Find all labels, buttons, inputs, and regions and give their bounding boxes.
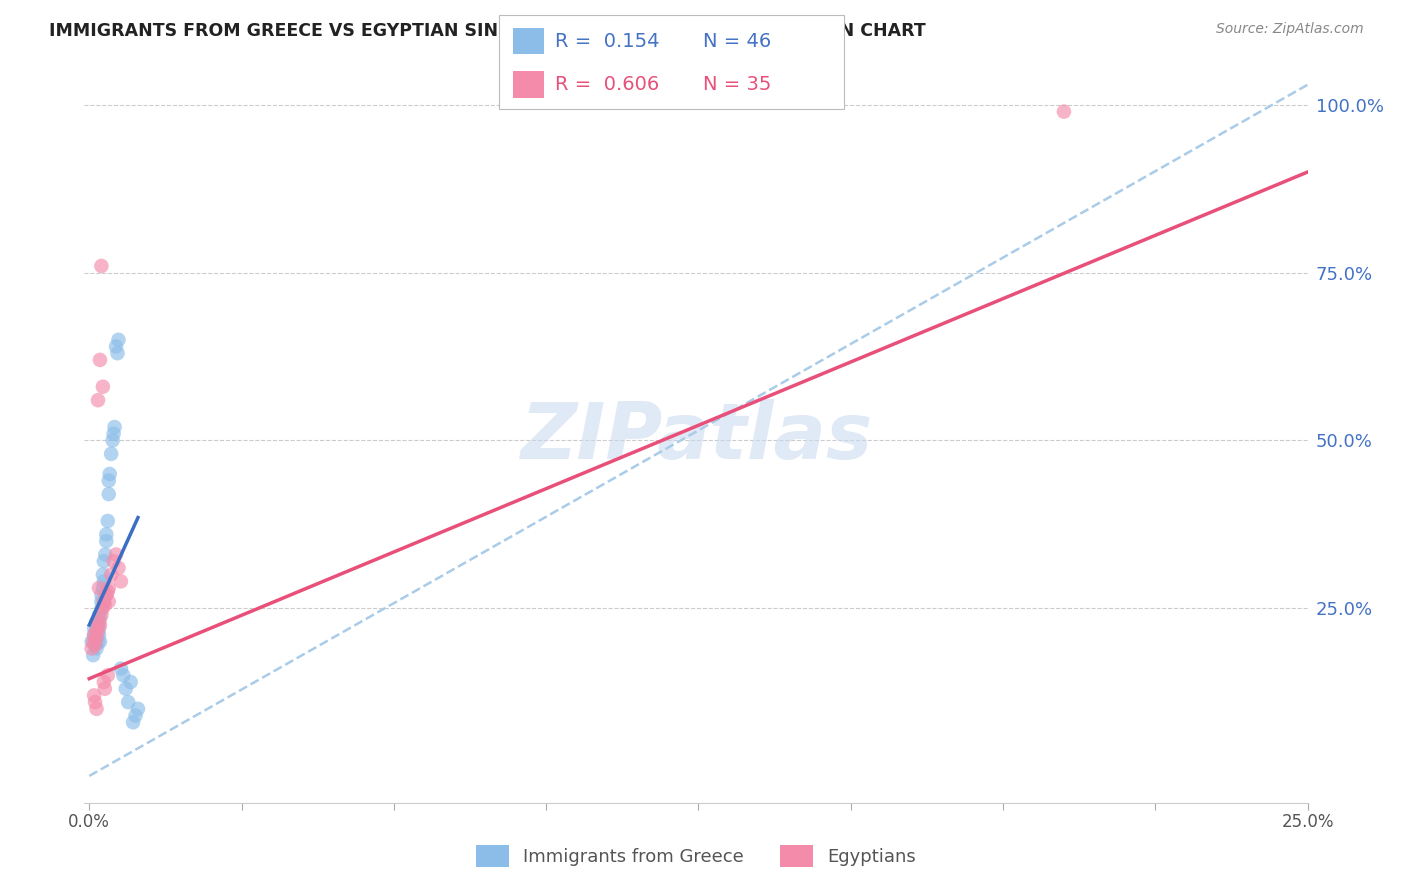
Text: R =  0.606: R = 0.606 [555,75,659,95]
Point [93,594,115,608]
Point [86,632,108,646]
Point [91,567,114,582]
Point [91,380,114,394]
Point [82,648,104,662]
Point [107,346,129,360]
Point [110,662,132,676]
Point [97,487,120,501]
Point [84,695,107,709]
Point [90,588,112,602]
Point [83,621,105,635]
Point [90,259,112,273]
Point [91,601,114,615]
Point [117,695,139,709]
Point [89,618,111,632]
Point [80,634,103,648]
Point [86,641,108,656]
Point [82,634,104,648]
Point [87,581,110,595]
Point [86,624,108,639]
Point [127,702,149,716]
Point [87,621,110,635]
Point [87,634,110,648]
Point [97,514,120,528]
Point [87,607,110,622]
Point [93,675,115,690]
Point [83,689,105,703]
Point [112,668,135,682]
Point [89,611,111,625]
Point [97,584,120,599]
Point [122,715,145,730]
Text: N = 35: N = 35 [703,75,772,95]
Point [93,574,115,589]
Point [80,641,103,656]
Point [83,628,105,642]
Point [90,607,112,622]
Point [100,567,122,582]
Point [87,618,110,632]
Point [114,681,136,696]
Point [98,467,121,481]
Point [124,708,146,723]
Point [97,581,120,595]
Text: ZIPatlas: ZIPatlas [520,399,872,475]
Point [97,594,120,608]
Point [94,681,117,696]
Point [96,527,118,541]
Point [89,634,111,648]
Point [103,426,125,441]
Text: Source: ZipAtlas.com: Source: ZipAtlas.com [1216,22,1364,37]
Text: IMMIGRANTS FROM GREECE VS EGYPTIAN SINGLE FATHER POVERTY CORRELATION CHART: IMMIGRANTS FROM GREECE VS EGYPTIAN SINGL… [49,22,927,40]
Point [97,668,120,682]
Point [87,615,110,629]
Point [103,554,125,568]
Point [100,447,122,461]
Point [94,598,117,612]
Point [120,675,142,690]
Point [94,548,117,562]
Point [86,615,108,629]
Point [96,588,118,602]
Point [107,333,129,347]
Point [87,393,110,408]
Point [105,548,128,562]
Text: 0.0%: 0.0% [69,813,110,830]
Point [1053,104,1076,119]
Point [107,561,129,575]
Point [84,638,107,652]
Text: N = 46: N = 46 [703,31,772,51]
Legend: Immigrants from Greece, Egyptians: Immigrants from Greece, Egyptians [470,838,922,874]
Point [86,621,108,635]
Text: R =  0.154: R = 0.154 [555,31,659,51]
Point [86,702,108,716]
Point [90,594,112,608]
Point [110,574,132,589]
Point [83,628,105,642]
Point [89,352,111,367]
Text: 25.0%: 25.0% [1281,813,1334,830]
Point [93,554,115,568]
Point [96,534,118,549]
Point [96,588,118,602]
Point [84,638,107,652]
Point [103,420,125,434]
Point [105,339,128,353]
Point [90,601,112,615]
Point [101,434,124,448]
Point [87,624,110,639]
Point [93,594,115,608]
Point [97,474,120,488]
Point [87,628,110,642]
Point [84,632,107,646]
Point [91,581,114,595]
